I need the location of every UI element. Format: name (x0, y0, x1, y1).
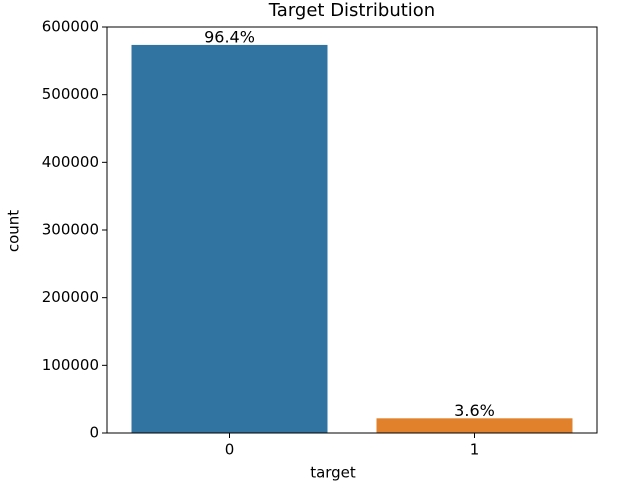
x-axis-label: target (310, 464, 356, 482)
x-tick-label: 0 (225, 441, 235, 459)
y-tick-label: 200000 (42, 288, 99, 306)
y-tick-label: 400000 (42, 153, 99, 171)
y-tick-label: 600000 (42, 18, 99, 36)
plot-frame (106, 26, 598, 434)
bar (376, 418, 573, 433)
y-axis-label: count (5, 210, 23, 252)
x-tick-label: 1 (470, 441, 480, 459)
chart-title: Target Distribution (268, 0, 435, 21)
bar-annotation: 96.4% (204, 27, 255, 46)
bar (131, 44, 328, 433)
y-tick-label: 100000 (42, 356, 99, 374)
y-tick-label: 500000 (42, 85, 99, 103)
bar-annotation: 3.6% (454, 401, 495, 420)
y-tick-label: 0 (89, 424, 99, 442)
y-tick-label: 300000 (42, 221, 99, 239)
